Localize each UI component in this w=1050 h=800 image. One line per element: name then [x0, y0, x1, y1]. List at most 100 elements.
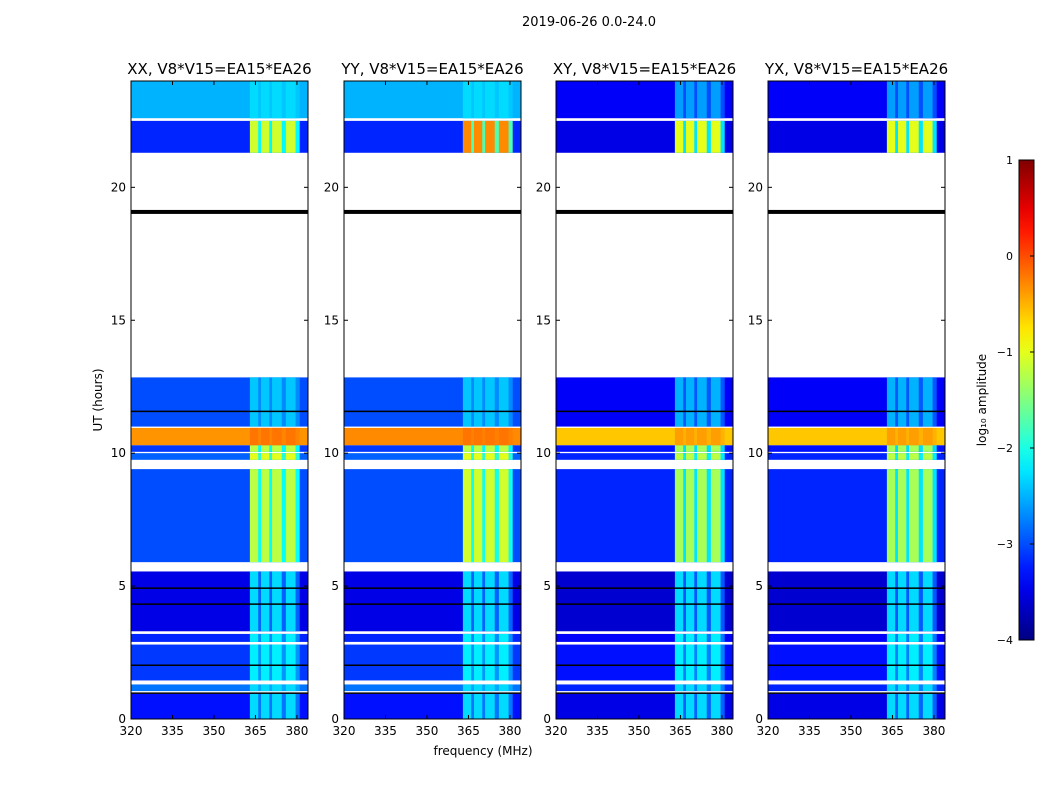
rfi-column: [886, 684, 896, 692]
rfi-column: [909, 81, 919, 119]
rfi-column: [260, 571, 270, 632]
rfi-column: [886, 453, 896, 460]
rfi-column: [909, 377, 919, 427]
rfi-column: [272, 469, 282, 563]
data-segment: [344, 684, 521, 692]
rfi-column: [485, 684, 495, 692]
x-tick-label: 320: [333, 724, 356, 738]
rfi-column: [260, 644, 270, 681]
rfi-column: [710, 644, 721, 681]
y-tick-label: 5: [331, 579, 339, 593]
rfi-column: [897, 693, 907, 719]
rfi-column: [260, 377, 270, 427]
rfi-column: [462, 469, 472, 563]
rfi-column: [674, 693, 684, 719]
flagged-line: [131, 664, 308, 667]
colorbar-tick-label: −4: [997, 634, 1013, 647]
rfi-column: [485, 469, 495, 563]
rfi-column: [285, 445, 296, 452]
flagged-line: [344, 587, 521, 589]
x-tick-label: 335: [586, 724, 609, 738]
x-tick-label: 335: [161, 724, 184, 738]
flagged-line: [344, 664, 521, 667]
rfi-column: [285, 644, 296, 681]
y-axis-label: UT (hours): [91, 368, 105, 431]
rfi-column: [697, 571, 707, 632]
rfi-column: [272, 81, 282, 119]
rfi-column: [697, 377, 707, 427]
rfi-column: [260, 81, 270, 119]
rfi-column: [485, 120, 495, 153]
y-tick-label: 15: [748, 313, 763, 327]
plot-frame: [555, 80, 734, 720]
rfi-column: [922, 644, 933, 681]
rfi-column: [697, 693, 707, 719]
y-tick-label: 20: [111, 180, 126, 194]
rfi-column: [473, 81, 483, 119]
rfi-column: [272, 427, 282, 446]
rfi-column: [249, 427, 259, 446]
rfi-column: [249, 633, 259, 642]
rfi-column: [249, 445, 259, 452]
rfi-column: [498, 81, 509, 119]
rfi-column: [697, 684, 707, 692]
data-segment: [131, 453, 308, 460]
rfi-column: [498, 469, 509, 563]
rfi-column: [272, 571, 282, 632]
rfi-column: [685, 469, 695, 563]
rfi-column: [260, 120, 270, 153]
flagged-line: [556, 603, 733, 605]
flagged-line: [556, 410, 733, 413]
y-tick-label: 0: [118, 712, 126, 726]
flagged-line: [556, 209, 733, 214]
rfi-column: [697, 427, 707, 446]
rfi-column: [897, 684, 907, 692]
rfi-column: [260, 693, 270, 719]
flagged-line: [131, 603, 308, 605]
rfi-column: [909, 120, 919, 153]
rfi-column: [886, 377, 896, 427]
rfi-column: [897, 633, 907, 642]
y-tick-label: 5: [118, 579, 126, 593]
rfi-column: [485, 427, 495, 446]
rfi-column: [498, 377, 509, 427]
rfi-column: [922, 445, 933, 452]
panel-title: YY, V8*V15=EA15*EA26: [340, 60, 523, 78]
rfi-column: [697, 644, 707, 681]
rfi-column: [909, 684, 919, 692]
rfi-column: [685, 453, 695, 460]
y-tick-label: 15: [536, 313, 551, 327]
panel-xx: XX, V8*V15=EA15*EA26 320 335 350 365 380 0 5 10 1…: [111, 60, 312, 738]
rfi-column: [462, 644, 472, 681]
rfi-column: [272, 120, 282, 153]
rfi-column: [922, 684, 933, 692]
rfi-column: [897, 571, 907, 632]
rfi-column: [473, 377, 483, 427]
rfi-column: [922, 469, 933, 563]
rfi-column: [260, 684, 270, 692]
rfi-column: [886, 469, 896, 563]
rfi-column: [674, 427, 684, 446]
panel-yy: YY, V8*V15=EA15*EA26 320 335 350 365 380 0 5 10 1…: [324, 60, 524, 738]
rfi-column: [462, 81, 472, 119]
rfi-column: [462, 684, 472, 692]
rfi-column: [710, 633, 721, 642]
rfi-column: [909, 571, 919, 632]
panel-title: XY, V8*V15=EA15*EA26: [553, 60, 736, 78]
rfi-column: [285, 469, 296, 563]
rfi-column: [285, 377, 296, 427]
rfi-column: [674, 445, 684, 452]
y-tick-label: 15: [111, 313, 126, 327]
y-tick-label: 20: [748, 180, 763, 194]
y-tick-label: 20: [324, 180, 339, 194]
rfi-column: [473, 571, 483, 632]
rfi-column: [897, 453, 907, 460]
x-tick-label: 320: [545, 724, 568, 738]
rfi-column: [886, 693, 896, 719]
rfi-column: [473, 445, 483, 452]
rfi-column: [674, 81, 684, 119]
rfi-column: [697, 469, 707, 563]
rfi-column: [473, 633, 483, 642]
rfi-column: [710, 469, 721, 563]
data-segment: [556, 633, 733, 642]
